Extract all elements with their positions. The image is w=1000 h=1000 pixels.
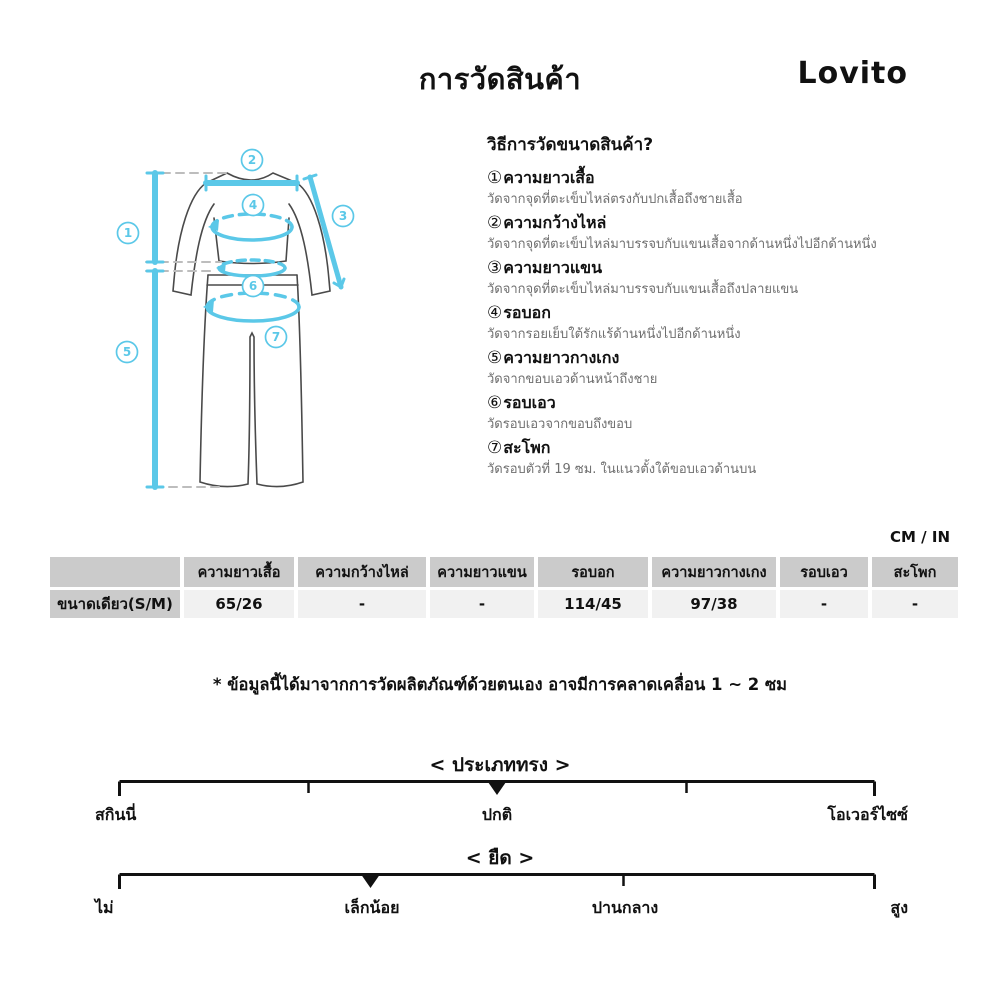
header-cell-top-length: ความยาวเสื้อ	[184, 557, 294, 587]
diagram-number-markers: 1 2 3 4 5 6 7	[115, 148, 355, 364]
garment-measurement-diagram: 1 2 3 4 5 6 7	[115, 148, 355, 490]
header-cell-blank	[50, 557, 180, 587]
circled-number: ④	[487, 303, 503, 323]
circled-number: ⑤	[487, 348, 503, 368]
instruction-desc: วัดจากรอยเย็บใต้รักแร้ด้านหนึ่งไปอีกด้าน…	[487, 327, 741, 342]
circled-number: ⑥	[487, 393, 503, 413]
scale-label-skinny: สกินนี่	[95, 805, 137, 824]
measurement-disclaimer-note: * ข้อมูลนี้ได้มาจากการวัดผลิตภัณฑ์ด้วยตน…	[212, 675, 788, 694]
instruction-title: ⑦สะโพก	[487, 438, 551, 458]
instruction-title: ③ความยาวแขน	[487, 258, 602, 278]
instruction-item-1: ①ความยาวเสื้อ วัดจากจุดที่ตะเข็บไหล่ตรงก…	[487, 166, 987, 209]
size-row-label: ขนาดเดียว(S/M)	[50, 590, 180, 618]
fit-type-scale-title: < ประเภททรง >	[429, 754, 571, 776]
instruction-title: ⑤ความยาวกางเกง	[487, 348, 620, 368]
instruction-desc: วัดจากจุดที่ตะเข็บไหล่ตรงกับปกเสื้อถึงชา…	[487, 192, 743, 207]
marker-6: 6	[249, 279, 257, 293]
instruction-desc: วัดจากขอบเอวด้านหน้าถึงชาย	[487, 372, 658, 387]
fit-type-scale-labels: สกินนี่ ปกติ โอเวอร์ไซซ์	[0, 803, 1000, 827]
scale-label-slight: เล็กน้อย	[344, 898, 400, 917]
stretch-marker	[361, 875, 380, 888]
scale-label-regular: ปกติ	[481, 805, 513, 824]
header-cell-waist: รอบเอว	[780, 557, 868, 587]
size-table-row: ขนาดเดียว(S/M) 65/26 - - 114/45 97/38 - …	[50, 590, 958, 618]
instruction-desc: วัดรอบตัวที่ 19 ซม. ในแนวตั้งใต้ขอบเอวด้…	[487, 462, 757, 477]
garment-outline	[172, 172, 331, 488]
header-cell-sleeve: ความยาวแขน	[430, 557, 534, 587]
circled-number: ②	[487, 213, 503, 233]
instruction-desc: วัดรอบเอวจากขอบถึงขอบ	[487, 417, 633, 432]
stretch-scale-labels: ไม่ เล็กน้อย ปานกลาง สูง	[0, 896, 1000, 920]
brand-logo: Lovito	[797, 56, 908, 91]
scale-label-high: สูง	[890, 898, 908, 917]
instruction-desc: วัดจากจุดที่ตะเข็บไหล่มาบรรจบกับแขนเสื้อ…	[487, 282, 799, 297]
marker-7: 7	[272, 330, 280, 344]
size-table-header-row: ความยาวเสื้อ ความกว้างไหล่ ความยาวแขน รอ…	[50, 557, 958, 587]
scale-label-none: ไม่	[95, 898, 114, 917]
value-pants-length: 97/38	[652, 590, 776, 618]
marker-4: 4	[249, 198, 257, 212]
size-table: ความยาวเสื้อ ความกว้างไหล่ ความยาวแขน รอ…	[46, 554, 962, 621]
value-hip: -	[872, 590, 958, 618]
marker-1: 1	[124, 226, 132, 240]
header-cell-shoulder: ความกว้างไหล่	[298, 557, 426, 587]
value-top-length: 65/26	[184, 590, 294, 618]
measurement-annotations	[145, 170, 346, 490]
instruction-item-2: ②ความกว้างไหล่ วัดจากจุดที่ตะเข็บไหล่มาบ…	[487, 211, 987, 254]
instruction-item-3: ③ความยาวแขน วัดจากจุดที่ตะเข็บไหล่มาบรรจ…	[487, 256, 987, 299]
scale-label-oversize: โอเวอร์ไซซ์	[827, 805, 908, 824]
instruction-item-7: ⑦สะโพก วัดรอบตัวที่ 19 ซม. ในแนวตั้งใต้ข…	[487, 436, 987, 479]
header-cell-bust: รอบอก	[538, 557, 648, 587]
value-shoulder: -	[298, 590, 426, 618]
marker-3: 3	[339, 209, 347, 223]
marker-5: 5	[123, 345, 131, 359]
scale-label-medium: ปานกลาง	[591, 898, 659, 917]
header-cell-pants-length: ความยาวกางเกง	[652, 557, 776, 587]
fit-type-marker	[488, 782, 506, 795]
circled-number: ③	[487, 258, 503, 278]
instruction-title: ①ความยาวเสื้อ	[487, 168, 595, 188]
units-label: CM / IN	[890, 528, 950, 546]
measuring-instructions: วิธีการวัดขนาดสินค้า? ①ความยาวเสื้อ วัดจ…	[487, 131, 987, 481]
instruction-title: ②ความกว้างไหล่	[487, 213, 607, 233]
header-cell-hip: สะโพก	[872, 557, 958, 587]
instruction-item-6: ⑥รอบเอว วัดรอบเอวจากขอบถึงขอบ	[487, 391, 987, 434]
instruction-desc: วัดจากจุดที่ตะเข็บไหล่มาบรรจบกับแขนเสื้อ…	[487, 237, 877, 252]
instruction-item-5: ⑤ความยาวกางเกง วัดจากขอบเอวด้านหน้าถึงชา…	[487, 346, 987, 389]
stretch-scale-title: < ยืด >	[465, 847, 535, 869]
circled-number: ⑦	[487, 438, 503, 458]
value-waist: -	[780, 590, 868, 618]
instructions-heading: วิธีการวัดขนาดสินค้า?	[487, 135, 654, 155]
marker-2: 2	[248, 153, 256, 167]
instruction-title: ⑥รอบเอว	[487, 393, 556, 413]
instruction-item-4: ④รอบอก วัดจากรอยเย็บใต้รักแร้ด้านหนึ่งไป…	[487, 301, 987, 344]
value-bust: 114/45	[538, 590, 648, 618]
instruction-title: ④รอบอก	[487, 303, 551, 323]
value-sleeve: -	[430, 590, 534, 618]
stretch-scale-axis	[118, 873, 876, 889]
circled-number: ①	[487, 168, 503, 188]
fit-type-scale-axis	[118, 780, 876, 796]
page-title: การวัดสินค้า	[418, 62, 582, 96]
